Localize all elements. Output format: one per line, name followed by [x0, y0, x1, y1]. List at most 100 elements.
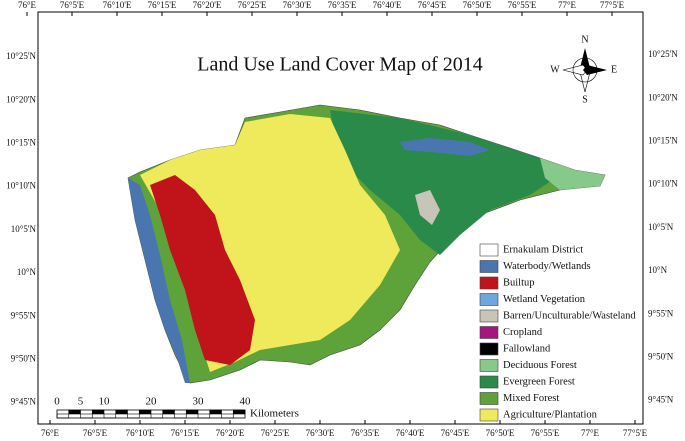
- scale-segment: [185, 409, 199, 415]
- legend-label: Ernakulam District: [503, 244, 583, 255]
- right-latitude-label: 10°15'N: [648, 135, 678, 145]
- legend-swatch: [479, 243, 499, 257]
- right-latitude-label: 10°25'N: [648, 49, 678, 59]
- scale-segment: [80, 413, 93, 419]
- scale-segment: [174, 413, 187, 419]
- left-latitude-label: 10°5'N: [11, 224, 37, 234]
- top-longitude-label: 76°50'E: [463, 0, 492, 10]
- reservoir: [400, 138, 490, 156]
- scale-segment: [150, 413, 164, 419]
- scale-segment: [209, 409, 222, 415]
- legend-label: Wetland Vegetation: [503, 294, 586, 305]
- compass-west: W: [550, 64, 560, 75]
- scale-bar-outline: [56, 409, 246, 419]
- builtup-zone: [150, 175, 255, 365]
- bottom-longitude-label: 76°10'E: [126, 428, 155, 438]
- scale-tick-label: 0: [54, 396, 60, 408]
- scale-segment: [197, 413, 211, 419]
- bottom-longitude-label: 76°55'E: [531, 428, 560, 438]
- legend-swatch: [479, 260, 499, 273]
- compass-north: N: [581, 34, 588, 45]
- right-latitude-label: 10°20'N: [648, 92, 678, 102]
- left-latitude-label: 10°20'N: [6, 94, 36, 104]
- scale-segment: [221, 413, 234, 419]
- top-longitude-label: 76°35'E: [328, 0, 357, 10]
- scale-tick-label: 10: [99, 396, 111, 408]
- right-latitude-label: 9°55'N: [648, 308, 674, 318]
- scale-unit: Kilometers: [250, 408, 299, 420]
- barren-patch: [415, 190, 440, 225]
- legend-swatch: [479, 359, 499, 372]
- scale-segment: [232, 409, 246, 415]
- right-latitude-label: 9°45'N: [648, 395, 674, 405]
- right-latitude-label: 10°5'N: [648, 222, 674, 232]
- scale-segment: [127, 413, 140, 419]
- right-latitude-label: 10°10'N: [648, 179, 678, 189]
- legend-label: Evergreen Forest: [503, 376, 575, 387]
- scale-segment: [56, 413, 70, 419]
- bottom-longitude-label: 77°5'E: [623, 428, 648, 438]
- top-longitude-label: 77°E: [558, 0, 577, 10]
- scale-tick-label: 5: [78, 396, 84, 408]
- right-latitude-label: 9°50'N: [648, 351, 674, 361]
- top-longitude-label: 76°30'E: [283, 0, 312, 10]
- district-map: [127, 104, 606, 384]
- scale-segment: [115, 409, 128, 415]
- top-longitude-label: 76°15'E: [148, 0, 177, 10]
- top-longitude-label: 76°20'E: [193, 0, 222, 10]
- left-latitude-label: 10°15'N: [6, 137, 36, 147]
- bottom-longitude-label: 76°35'E: [351, 428, 380, 438]
- scale-tick-label: 40: [240, 396, 252, 408]
- legend-swatch: [479, 392, 499, 405]
- scale-segment: [138, 409, 152, 415]
- left-latitude-label: 10°10'N: [6, 181, 36, 191]
- scale-segment: [91, 409, 105, 415]
- legend-label: Waterbody/Wetlands: [503, 261, 591, 272]
- scale-segment: [103, 413, 117, 419]
- scale-tick-label: 30: [193, 396, 205, 408]
- scale-segment: [162, 409, 175, 415]
- map-title: Land Use Land Cover Map of 2014: [197, 54, 483, 76]
- right-latitude-label: 10°N: [648, 265, 668, 275]
- water-zone: [128, 178, 190, 383]
- bottom-longitude-label: 76°E: [41, 428, 60, 438]
- compass-south: S: [582, 94, 588, 105]
- legend-swatch: [479, 408, 499, 422]
- bottom-longitude-label: 76°30'E: [306, 428, 335, 438]
- top-longitude-label: 76°55'E: [508, 0, 537, 10]
- legend-label: Fallowland: [503, 343, 551, 354]
- compass-rose: N S E W: [550, 34, 617, 105]
- legend-label: Cropland: [503, 327, 543, 338]
- top-longitude-label: 76°40'E: [373, 0, 402, 10]
- scale-tick-label: 20: [146, 396, 158, 408]
- legend-swatch: [479, 342, 499, 356]
- legend-swatch: [479, 326, 499, 339]
- left-latitude-label: 9°55'N: [11, 310, 37, 320]
- top-longitude-label: 76°E: [18, 0, 37, 10]
- bottom-longitude-label: 76°25'E: [261, 428, 290, 438]
- legend-swatch: [479, 309, 499, 323]
- evergreen-zone: [330, 110, 560, 255]
- top-longitude-label: 76°10'E: [103, 0, 132, 10]
- bottom-longitude-label: 76°45'E: [441, 428, 470, 438]
- legend-swatch: [479, 276, 499, 290]
- left-latitude-label: 10°N: [17, 267, 37, 277]
- compass-east: E: [611, 64, 617, 75]
- legend-swatch: [479, 293, 499, 306]
- legend-swatch: [479, 375, 499, 389]
- bottom-longitude-label: 76°20'E: [216, 428, 245, 438]
- bottom-longitude-label: 76°40'E: [396, 428, 425, 438]
- scale-segment: [68, 409, 81, 415]
- bottom-longitude-label: 76°5'E: [83, 428, 108, 438]
- deciduous-zone: [540, 158, 605, 190]
- compass-ring: [572, 57, 598, 83]
- bottom-longitude-label: 76°15'E: [171, 428, 200, 438]
- top-longitude-label: 77°5'E: [600, 0, 625, 10]
- compass-needle: [583, 65, 607, 75]
- legend-label: Deciduous Forest: [503, 360, 577, 371]
- top-longitude-label: 76°5'E: [60, 0, 85, 10]
- top-longitude-label: 76°45'E: [418, 0, 447, 10]
- legend-label: Agriculture/Plantation: [503, 409, 598, 420]
- left-latitude-label: 9°45'N: [11, 397, 37, 407]
